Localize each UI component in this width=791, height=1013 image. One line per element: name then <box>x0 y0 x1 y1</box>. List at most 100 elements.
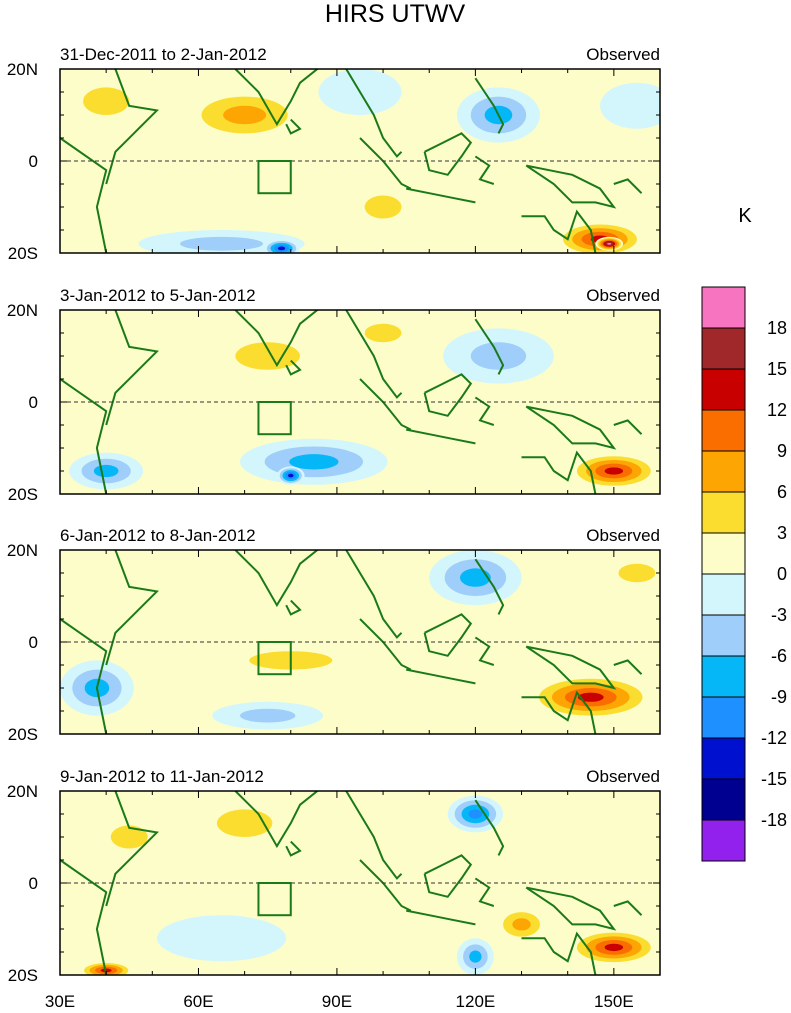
colorbar: 18 15 12 9 6 3 0 -3 -6 -9 -12 -15 -18 <box>701 286 787 862</box>
coastline <box>285 359 302 376</box>
colorbar-tick-label: -9 <box>771 687 787 707</box>
coastline <box>521 450 597 494</box>
coastline <box>60 137 108 253</box>
coastline <box>234 310 319 368</box>
y-tick-label: 0 <box>29 633 38 652</box>
coastline <box>234 791 319 849</box>
anomaly-contour-10-1 <box>600 82 660 129</box>
anomaly-contour-6-2 <box>618 563 656 583</box>
panel-label: Observed <box>586 767 660 786</box>
colorbar-box <box>701 327 746 370</box>
colorbar-box <box>701 573 746 616</box>
anomaly-contour-8-7 <box>607 242 612 245</box>
colorbar-tick-label: -3 <box>771 605 787 625</box>
anomaly-contour-2-3 <box>460 568 491 587</box>
coastline <box>345 550 403 639</box>
coastline <box>423 854 473 898</box>
coastline <box>406 909 476 926</box>
y-tick-label: 0 <box>29 393 38 412</box>
coastline <box>359 378 412 431</box>
x-tick-label: 30E <box>45 992 75 1011</box>
y-tick-label: 20N <box>7 301 38 320</box>
colorbar-tick-label: 0 <box>777 564 787 584</box>
colorbar-box <box>701 532 746 575</box>
x-tick-label: 150E <box>594 992 634 1011</box>
x-axis: 30E 60E 90E 120E 150E <box>45 992 634 1011</box>
region-box <box>257 882 292 917</box>
coastline <box>521 209 597 253</box>
colorbar-box <box>701 368 746 411</box>
anomaly-contour-2-2 <box>110 825 148 849</box>
anomaly-contour-6-3 <box>93 464 119 478</box>
coastline <box>406 428 476 445</box>
coastline <box>525 405 617 450</box>
coastline <box>474 77 505 134</box>
panel-label: Observed <box>586 286 660 305</box>
coastline <box>345 791 403 880</box>
anomaly-contour-6-5 <box>277 246 286 251</box>
coastline <box>359 859 412 912</box>
anomaly-contour-7-2 <box>364 323 402 343</box>
colorbar-box <box>701 819 746 862</box>
anomaly-contour-2-2 <box>83 87 130 115</box>
anomaly-contour-5-2 <box>240 708 296 723</box>
colorbar-box <box>701 286 746 329</box>
colorbar-box <box>701 655 746 698</box>
colorbar-tick-label: -12 <box>761 728 787 748</box>
anomaly-contour-5-2 <box>180 236 264 251</box>
y-tick-label: 20S <box>8 485 38 504</box>
coastline <box>613 659 643 675</box>
coastline <box>423 613 473 657</box>
coastline <box>234 550 319 608</box>
coastline <box>406 668 476 685</box>
anomaly-contour-1-2 <box>235 342 300 370</box>
anomaly-contour-7-3 <box>469 950 482 963</box>
panel-4: 20N 0 20S 9-Jan-2012 to 11-Jan-2012 Observed <box>7 767 661 985</box>
anomaly-contour-2-3 <box>289 454 339 470</box>
coastline <box>423 373 473 417</box>
figure-title: HIRS UTWV <box>325 0 466 28</box>
anomaly-contour-3-5 <box>288 473 294 478</box>
colorbar-box <box>701 450 746 493</box>
coastline <box>359 137 412 190</box>
panel-2: 20N 0 20S 3-Jan-2012 to 5-Jan-2012 Observed <box>7 286 661 504</box>
colorbar-unit-label: K <box>738 205 752 227</box>
panel-label: Observed <box>586 45 660 64</box>
colorbar-tick-label: 6 <box>777 482 787 502</box>
y-tick-label: 20N <box>7 541 38 560</box>
y-tick-label: 20S <box>8 725 38 744</box>
colorbar-tick-label: 3 <box>777 523 787 543</box>
y-tick-label: 0 <box>29 874 38 893</box>
coastline <box>60 378 108 494</box>
coastline <box>525 164 617 209</box>
coastline <box>234 69 319 127</box>
anomaly-contour-4-3 <box>512 918 531 931</box>
colorbar-tick-label: 12 <box>767 400 787 420</box>
coastline <box>285 840 302 857</box>
coastline <box>521 931 597 975</box>
y-tick-label: 20S <box>8 966 38 985</box>
colorbar-tick-label: 18 <box>767 318 787 338</box>
region-box <box>257 160 292 195</box>
y-tick-label: 20S <box>8 244 38 263</box>
colorbar-box <box>701 737 746 780</box>
coastline <box>474 799 505 856</box>
panel-date-range: 31-Dec-2011 to 2-Jan-2012 <box>60 45 267 64</box>
coastline <box>285 118 302 135</box>
panel-date-range: 6-Jan-2012 to 8-Jan-2012 <box>60 526 256 545</box>
coastline <box>525 886 617 931</box>
coastline <box>521 690 597 734</box>
coastline <box>613 419 643 435</box>
coastline <box>105 550 159 666</box>
panel-1: 20N 0 20S 31-Dec-2011 to 2-Jan-2012 Observed <box>7 45 661 263</box>
coastline <box>285 599 302 616</box>
colorbar-box <box>701 696 746 739</box>
coastline <box>406 187 476 204</box>
anomaly-field <box>60 791 660 975</box>
anomaly-contour-3-5 <box>577 692 604 702</box>
region-box <box>257 641 292 676</box>
coastline <box>105 310 159 426</box>
y-tick-label: 20N <box>7 60 38 79</box>
colorbar-tick-label: -6 <box>771 646 787 666</box>
